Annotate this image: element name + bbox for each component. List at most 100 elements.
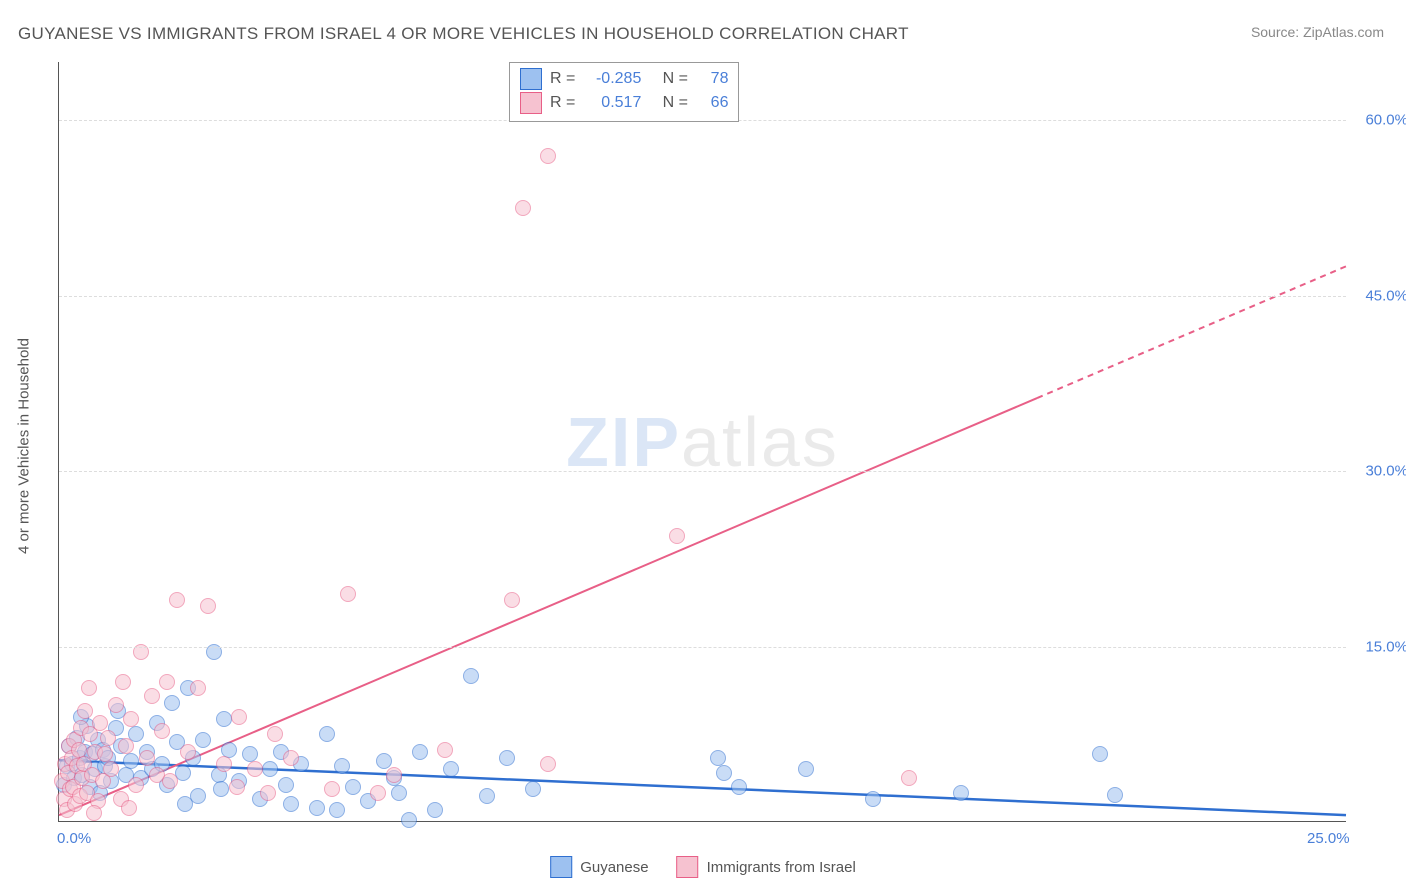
data-point — [1107, 787, 1123, 803]
data-point — [100, 730, 116, 746]
data-point — [242, 746, 258, 762]
data-point — [247, 761, 263, 777]
plot-area: ZIPatlas R = -0.285 N = 78 R = 0.517 N =… — [58, 62, 1346, 822]
data-point — [216, 756, 232, 772]
data-point — [386, 767, 402, 783]
data-point — [267, 726, 283, 742]
data-point — [391, 785, 407, 801]
data-point — [479, 788, 495, 804]
data-point — [710, 750, 726, 766]
x-tick-label: 25.0% — [1307, 830, 1350, 847]
n-value: 66 — [700, 94, 728, 112]
data-point — [412, 744, 428, 760]
data-point — [345, 779, 361, 795]
data-point — [370, 785, 386, 801]
source-label: Source: ZipAtlas.com — [1251, 24, 1384, 40]
data-point — [123, 753, 139, 769]
data-point — [443, 761, 459, 777]
data-point — [162, 773, 178, 789]
gridline — [59, 647, 1346, 648]
legend-item: Guyanese — [550, 856, 648, 878]
data-point — [716, 765, 732, 781]
y-tick-label: 30.0% — [1353, 463, 1406, 480]
legend-series: Guyanese Immigrants from Israel — [550, 856, 856, 878]
n-label: N = — [649, 94, 692, 112]
data-point — [92, 715, 108, 731]
data-point — [865, 791, 881, 807]
n-value: 78 — [700, 70, 728, 88]
y-tick-label: 60.0% — [1353, 112, 1406, 129]
scatter-points — [59, 62, 1346, 821]
y-tick-label: 45.0% — [1353, 287, 1406, 304]
data-point — [319, 726, 335, 742]
data-point — [540, 148, 556, 164]
data-point — [177, 796, 193, 812]
data-point — [115, 674, 131, 690]
data-point — [159, 674, 175, 690]
data-point — [515, 200, 531, 216]
data-point — [200, 598, 216, 614]
data-point — [190, 680, 206, 696]
r-label: R = — [550, 70, 575, 88]
data-point — [169, 592, 185, 608]
data-point — [231, 709, 247, 725]
data-point — [401, 812, 417, 828]
data-point — [1092, 746, 1108, 762]
data-point — [334, 758, 350, 774]
data-point — [525, 781, 541, 797]
data-point — [154, 723, 170, 739]
data-point — [180, 744, 196, 760]
data-point — [123, 711, 139, 727]
data-point — [229, 779, 245, 795]
data-point — [81, 680, 97, 696]
data-point — [144, 688, 160, 704]
data-point — [283, 750, 299, 766]
chart-title: GUYANESE VS IMMIGRANTS FROM ISRAEL 4 OR … — [18, 24, 909, 44]
data-point — [164, 695, 180, 711]
data-point — [97, 746, 113, 762]
data-point — [103, 761, 119, 777]
data-point — [901, 770, 917, 786]
data-point — [260, 785, 276, 801]
data-point — [437, 742, 453, 758]
data-point — [340, 586, 356, 602]
legend-label: Immigrants from Israel — [707, 859, 856, 876]
gridline — [59, 296, 1346, 297]
data-point — [798, 761, 814, 777]
data-point — [108, 697, 124, 713]
gridline — [59, 471, 1346, 472]
data-point — [504, 592, 520, 608]
data-point — [540, 756, 556, 772]
y-axis-title: 4 or more Vehicles in Household — [16, 338, 33, 554]
r-value: 0.517 — [583, 94, 641, 112]
data-point — [329, 802, 345, 818]
data-point — [195, 732, 211, 748]
legend-stats: R = -0.285 N = 78 R = 0.517 N = 66 — [509, 62, 739, 122]
data-point — [139, 750, 155, 766]
r-value: -0.285 — [583, 70, 641, 88]
chart-container: GUYANESE VS IMMIGRANTS FROM ISRAEL 4 OR … — [0, 0, 1406, 892]
data-point — [427, 802, 443, 818]
data-point — [118, 738, 134, 754]
data-point — [278, 777, 294, 793]
data-point — [128, 777, 144, 793]
data-point — [77, 703, 93, 719]
data-point — [309, 800, 325, 816]
legend-swatch — [550, 856, 572, 878]
data-point — [216, 711, 232, 727]
data-point — [669, 528, 685, 544]
y-tick-label: 15.0% — [1353, 638, 1406, 655]
n-label: N = — [649, 70, 692, 88]
data-point — [262, 761, 278, 777]
legend-swatch — [520, 92, 542, 114]
data-point — [376, 753, 392, 769]
legend-stats-row: R = -0.285 N = 78 — [520, 67, 728, 91]
r-label: R = — [550, 94, 575, 112]
legend-label: Guyanese — [580, 859, 648, 876]
data-point — [213, 781, 229, 797]
data-point — [463, 668, 479, 684]
legend-stats-row: R = 0.517 N = 66 — [520, 91, 728, 115]
data-point — [121, 800, 137, 816]
data-point — [499, 750, 515, 766]
x-tick-label: 0.0% — [57, 830, 91, 847]
